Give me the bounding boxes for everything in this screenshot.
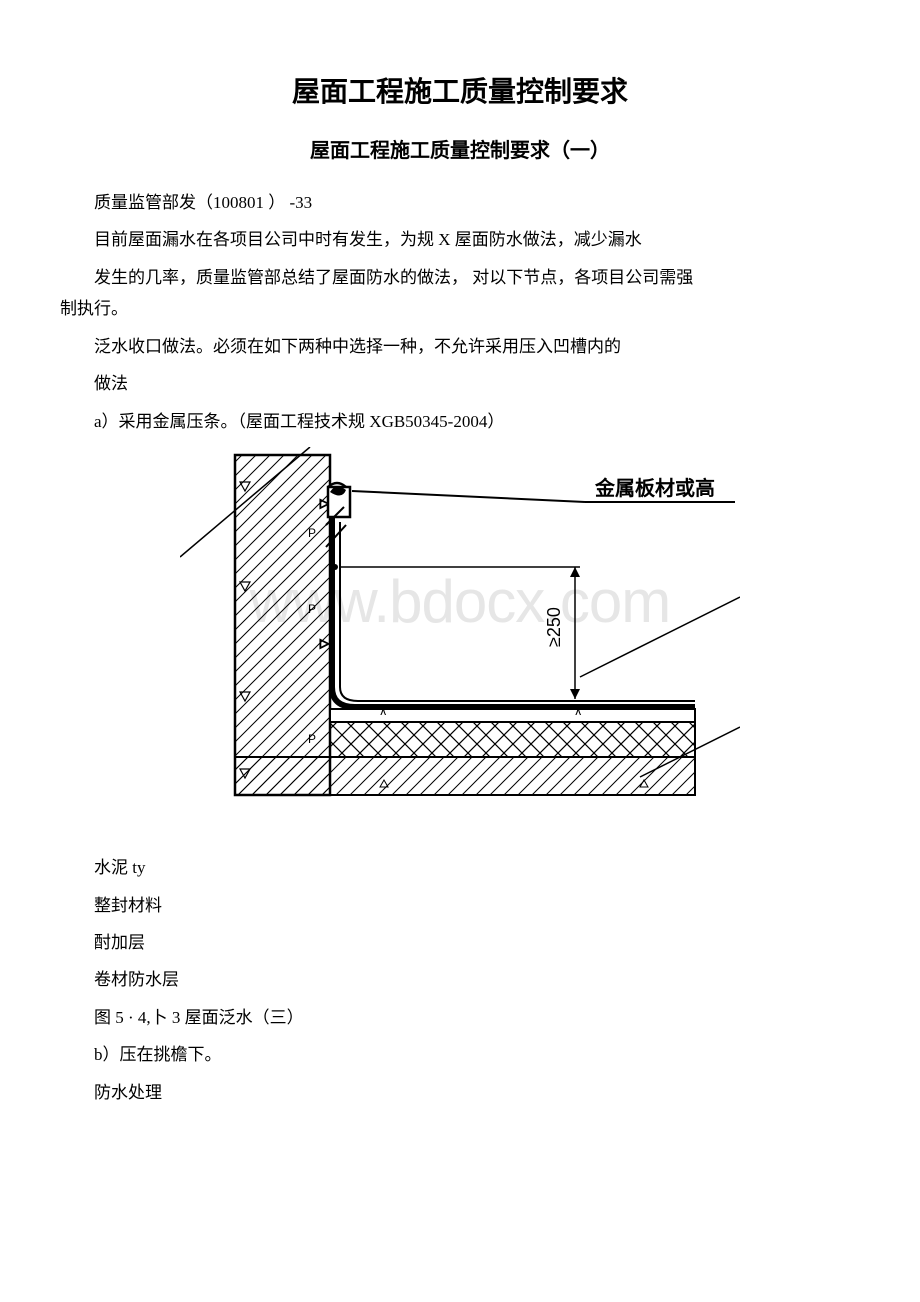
svg-text:P: P (308, 602, 316, 616)
svg-text:۸: ۸ (380, 704, 387, 718)
text-run: 制执行。 (60, 299, 128, 318)
svg-text:۸: ۸ (575, 704, 582, 718)
text-run: 发生的几率，质量监管部总结了屋面防水的做法， 对以下节点，各项目公司需强 (94, 268, 693, 287)
paragraph: 做法 (60, 368, 860, 399)
paragraph: 水泥 ty (60, 852, 860, 883)
figure-container: www.bdocx.com (60, 447, 860, 842)
paragraph: a）采用金属压条。（屋面工程技术规 XGB50345-2004） (60, 406, 860, 437)
paragraph: 酎加层 (60, 927, 860, 958)
svg-text:▷: ▷ (320, 636, 330, 650)
svg-text:P: P (308, 732, 316, 746)
paragraph: 卷材防水层 (60, 964, 860, 995)
figure-dimension-label: ≥250 (544, 607, 564, 647)
paragraph: 发生的几率，质量监管部总结了屋面防水的做法， 对以下节点，各项目公司需强制执行。 (60, 262, 860, 325)
roof-flashing-diagram: ▷ ▷ (180, 447, 740, 837)
figure-label-metal: 金属板材或高 (594, 476, 715, 500)
page-title: 屋面工程施工质量控制要求 (60, 70, 860, 110)
paragraph: 防水处理 (60, 1077, 860, 1108)
paragraph: 质量监管部发（100801 ） -33 (60, 187, 860, 218)
paragraph: 目前屋面漏水在各项目公司中时有发生，为规 X 屋面防水做法，减少漏水 (60, 224, 860, 255)
paragraph: 泛水收口做法。必须在如下两种中选择一种，不允许采用压入凹槽内的 (60, 331, 860, 362)
paragraph: 整封材料 (60, 890, 860, 921)
paragraph: 图 5 · 4,卜 3 屋面泛水（三） (60, 1002, 860, 1033)
paragraph: b）压在挑檐下。 (60, 1039, 860, 1070)
document-page: 屋面工程施工质量控制要求 屋面工程施工质量控制要求（一） 质量监管部发（1008… (0, 0, 920, 1154)
page-subtitle: 屋面工程施工质量控制要求（一） (60, 134, 860, 163)
svg-text:P: P (308, 526, 316, 540)
